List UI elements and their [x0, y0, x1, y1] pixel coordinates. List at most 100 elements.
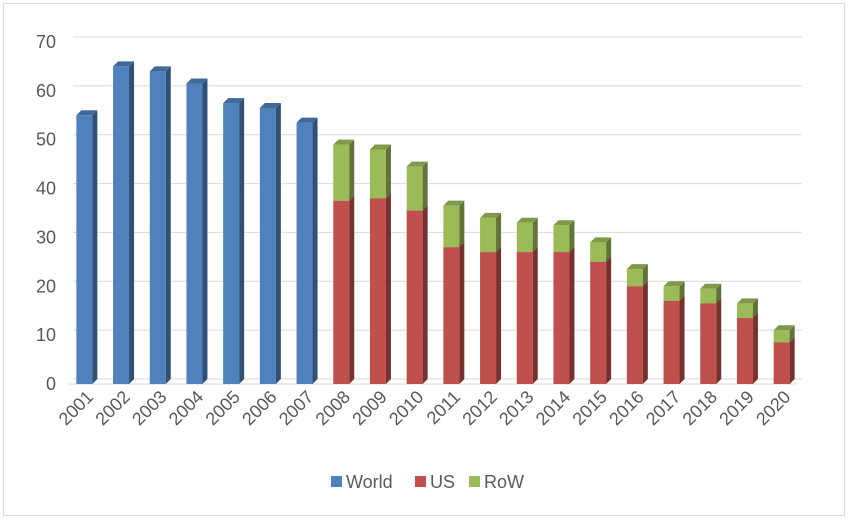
bar-side: [385, 144, 391, 199]
bar-side: [752, 298, 758, 319]
bar-side: [385, 193, 391, 384]
bar-side: [569, 247, 575, 384]
bar-top: [76, 110, 98, 116]
y-tick-label: 60: [36, 81, 56, 101]
bar-side: [789, 337, 795, 384]
bar-front: [296, 122, 313, 384]
bar-us-2017: [663, 295, 685, 384]
x-tick-label: 2010: [385, 387, 427, 429]
bar-front: [333, 200, 350, 384]
bar-us-2010: [406, 205, 428, 384]
bar-side: [129, 61, 135, 385]
bar-side: [92, 110, 98, 385]
bar-front: [443, 205, 460, 248]
x-tick-label: 2012: [458, 387, 500, 429]
bar-top: [516, 217, 538, 223]
legend-swatch-world: [331, 476, 342, 487]
bar-row-2009: [369, 144, 391, 199]
bar-front: [149, 71, 166, 385]
bar-us-2013: [516, 247, 538, 384]
bar-front: [516, 222, 533, 253]
bar-top: [223, 98, 245, 104]
x-tick-label: 2017: [642, 387, 684, 429]
bar-side: [239, 98, 245, 385]
bar-top: [773, 325, 795, 331]
bar-side: [716, 283, 722, 304]
bar-front: [773, 330, 790, 343]
bar-us-2012: [480, 247, 502, 384]
bar-us-2009: [369, 193, 391, 384]
x-tick-label: 2011: [423, 387, 465, 429]
x-tick-label: 2013: [495, 387, 537, 429]
x-tick-label: 2016: [605, 387, 647, 429]
bar-top: [553, 220, 575, 226]
bar-us-2019: [736, 313, 758, 384]
bar-row-2011: [443, 200, 465, 248]
bar-row-2016: [626, 264, 648, 287]
bar-front: [406, 210, 423, 384]
bar-side: [679, 281, 685, 301]
bar-side: [716, 298, 722, 384]
y-tick-label: 0: [46, 374, 56, 394]
bar-row-2013: [516, 217, 538, 253]
gridlines: [68, 36, 802, 385]
y-axis-ticks: 0 10 20 30 40 50 60 70: [36, 32, 56, 394]
bar-front: [663, 286, 680, 301]
bar-front: [626, 286, 643, 384]
bar-side: [679, 295, 685, 384]
bar-row-2017: [663, 281, 685, 301]
x-tick-label: 2020: [752, 387, 794, 429]
bar-side: [642, 264, 648, 287]
bar-top: [113, 61, 135, 67]
bar-top: [186, 78, 208, 84]
bar-front: [516, 252, 533, 384]
bar-front: [590, 242, 607, 262]
bar-side: [569, 220, 575, 253]
bar-side: [459, 242, 465, 384]
bar-world-2007: [296, 117, 318, 384]
bar-front: [553, 225, 570, 253]
bar-top: [626, 264, 648, 270]
x-tick-label: 2006: [238, 387, 280, 429]
x-tick-label: 2018: [679, 387, 721, 429]
bar-front: [369, 149, 386, 199]
bar-top: [700, 283, 722, 289]
x-tick-label: 2015: [569, 387, 611, 429]
bar-side: [202, 78, 208, 385]
x-tick-label: 2003: [128, 387, 170, 429]
bar-front: [223, 103, 240, 385]
bar-us-2011: [443, 242, 465, 384]
bar-front: [369, 198, 386, 384]
bar-row-2008: [333, 139, 355, 201]
bars: [76, 61, 795, 385]
legend-label-row: RoW: [484, 472, 524, 492]
bar-world-2001: [76, 110, 98, 385]
y-tick-label: 70: [36, 32, 56, 52]
bar-world-2005: [223, 98, 245, 385]
bar-top: [369, 144, 391, 150]
bar-side: [496, 212, 502, 253]
bar-front: [663, 300, 680, 384]
bar-front: [480, 217, 497, 253]
bar-front: [553, 252, 570, 384]
bar-row-2010: [406, 161, 428, 211]
bar-front: [626, 269, 643, 287]
bar-row-2014: [553, 220, 575, 253]
bar-top: [406, 161, 428, 167]
bar-row-2012: [480, 212, 502, 253]
bar-row-2019: [736, 298, 758, 319]
x-tick-label: 2002: [91, 387, 133, 429]
legend-swatch-row: [469, 476, 480, 487]
bar-side: [165, 66, 171, 385]
bar-front: [700, 288, 717, 304]
bar-row-2020: [773, 325, 795, 343]
bar-front: [76, 115, 93, 385]
bar-top: [149, 66, 171, 72]
bar-side: [532, 217, 538, 253]
bar-side: [532, 247, 538, 384]
bar-front: [736, 318, 753, 384]
bar-side: [459, 200, 465, 248]
bar-top: [663, 281, 685, 287]
bar-front: [700, 303, 717, 384]
